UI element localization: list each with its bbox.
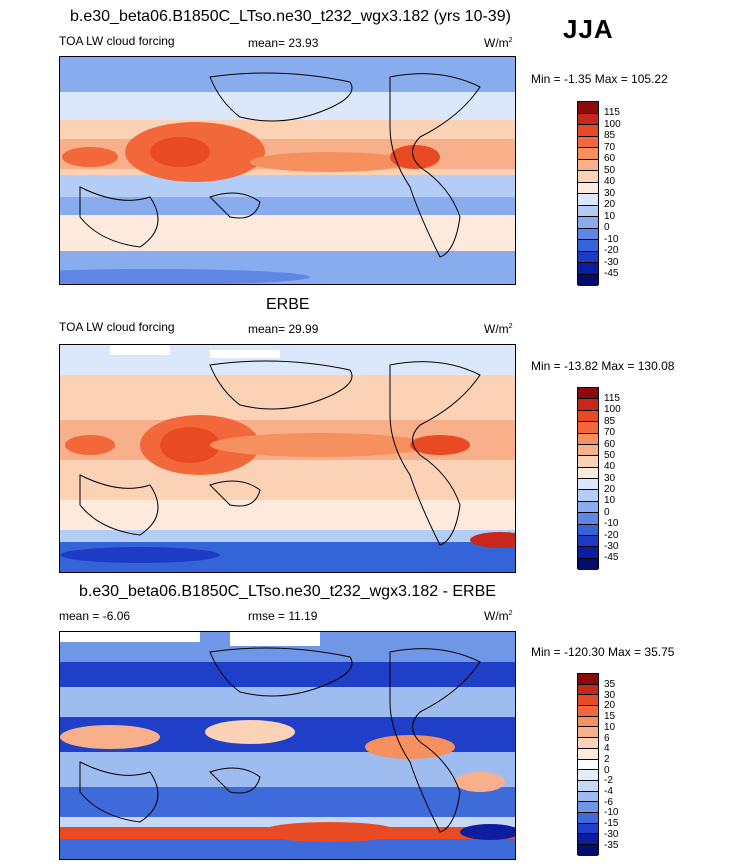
panel1-field: TOA LW cloud forcing bbox=[59, 34, 175, 48]
level-label: 40 bbox=[604, 176, 616, 187]
level-label: -20 bbox=[604, 529, 619, 541]
level-label: 60 bbox=[604, 153, 616, 164]
level-label: -15 bbox=[604, 818, 619, 830]
level-label: 15 bbox=[604, 711, 616, 723]
level-label: 35 bbox=[604, 679, 616, 690]
level-label: -30 bbox=[604, 540, 619, 552]
panel3-title: b.e30_beta06.B1850C_LTso.ne30_t232_wgx3.… bbox=[79, 583, 496, 600]
level-label: 30 bbox=[604, 187, 616, 199]
panel2-field: TOA LW cloud forcing bbox=[59, 320, 175, 334]
panel2-title: ERBE bbox=[266, 296, 310, 313]
panel1-map bbox=[59, 56, 516, 285]
level-label: -35 bbox=[604, 839, 619, 851]
level-label: -30 bbox=[604, 256, 619, 268]
level-label: 40 bbox=[604, 461, 616, 473]
panel3-minmax: Min = -120.30 Max = 35.75 bbox=[531, 645, 675, 659]
level-label: 85 bbox=[604, 130, 616, 141]
level-label: -10 bbox=[604, 233, 619, 245]
panel3-mean: mean = -6.06 bbox=[59, 609, 131, 623]
level-label: -6 bbox=[604, 796, 613, 808]
panel2-map bbox=[59, 344, 516, 573]
panel2-mean: mean= 29.99 bbox=[248, 322, 319, 336]
level-label: 100 bbox=[604, 404, 621, 416]
panel1-mean: mean= 23.93 bbox=[248, 36, 319, 50]
season-label: JJA bbox=[563, 14, 614, 44]
panel2-colorbar bbox=[577, 387, 599, 570]
level-label: 60 bbox=[604, 438, 616, 450]
panel1-units: W/m2 bbox=[484, 36, 513, 50]
panel1-minmax: Min = -1.35 Max = 105.22 bbox=[531, 72, 668, 86]
level-label: 115 bbox=[604, 107, 620, 118]
level-label: 20 bbox=[604, 484, 616, 495]
level-label: 10 bbox=[604, 210, 616, 222]
level-label: -4 bbox=[604, 786, 613, 797]
level-label: 10 bbox=[604, 495, 616, 507]
level-label: -10 bbox=[604, 518, 619, 530]
level-label: 50 bbox=[604, 164, 616, 176]
panel3-rmse: rmse = 11.19 bbox=[248, 609, 318, 623]
level-label: 0 bbox=[604, 506, 610, 518]
panel3-units: W/m2 bbox=[484, 609, 513, 623]
level-label: 70 bbox=[604, 141, 616, 153]
level-label: 30 bbox=[604, 689, 616, 701]
level-label: 2 bbox=[604, 753, 610, 765]
level-label: 115 bbox=[604, 393, 620, 404]
level-label: 4 bbox=[604, 743, 610, 755]
panel1-colorbar bbox=[577, 101, 599, 286]
level-label: -10 bbox=[604, 807, 619, 819]
level-label: -30 bbox=[604, 828, 619, 840]
level-label: 50 bbox=[604, 449, 616, 461]
panel2-minmax: Min = -13.82 Max = 130.08 bbox=[531, 359, 675, 373]
level-label: -20 bbox=[604, 245, 619, 256]
level-label: 30 bbox=[604, 472, 616, 484]
panel1-title: b.e30_beta06.B1850C_LTso.ne30_t232_wgx3.… bbox=[70, 8, 511, 25]
level-label: 20 bbox=[604, 199, 616, 210]
level-label: 100 bbox=[604, 118, 621, 130]
panel3-colorbar bbox=[577, 673, 599, 856]
level-label: 85 bbox=[604, 415, 616, 427]
panel2-units: W/m2 bbox=[484, 322, 513, 336]
level-label: 10 bbox=[604, 721, 616, 733]
level-label: 6 bbox=[604, 732, 610, 744]
level-label: 20 bbox=[604, 700, 616, 712]
level-label: -2 bbox=[604, 775, 613, 787]
level-label: 70 bbox=[604, 427, 616, 439]
level-label: -45 bbox=[604, 552, 619, 564]
level-label: 0 bbox=[604, 222, 610, 233]
panel3-map bbox=[59, 631, 516, 860]
level-label: 0 bbox=[604, 764, 610, 776]
level-label: -45 bbox=[604, 268, 619, 279]
